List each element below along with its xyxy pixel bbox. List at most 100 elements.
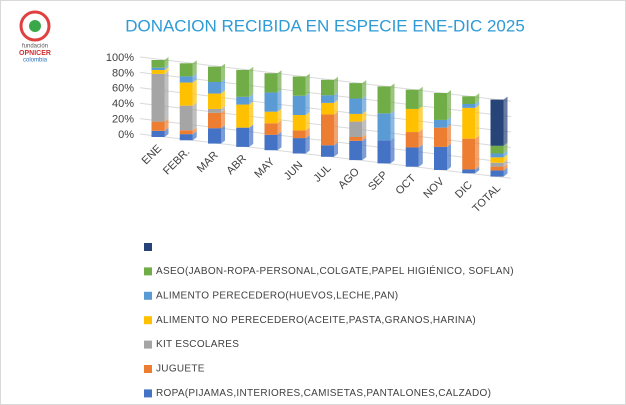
bar-segment-side (192, 102, 197, 131)
bar-segment (349, 121, 363, 137)
logo-text: fundación (22, 44, 48, 50)
bar-segment (179, 76, 193, 83)
bar-segment (208, 128, 221, 144)
bar-segment (490, 145, 504, 154)
bar-segment-side (221, 109, 225, 129)
bar-segment-side (305, 112, 310, 131)
bar-segment-side (418, 86, 423, 109)
legend-label: ROPA(PIJAMAS,INTERIORES,CAMISETAS,PANTAL… (156, 388, 491, 399)
bar-segment (179, 130, 193, 135)
bar-segment-side (475, 135, 480, 170)
bar-segment (179, 63, 193, 77)
bar-segment-side (305, 73, 310, 96)
y-tick-label: 0% (118, 129, 134, 141)
bar-segment (321, 114, 334, 146)
bar-segment (490, 170, 504, 177)
bar-segment-side (221, 105, 225, 113)
bar-segment (236, 104, 250, 128)
bar-segment (377, 86, 391, 114)
bar-segment-side (221, 125, 225, 144)
bar-segment-side (277, 131, 282, 151)
bar-segment-side (192, 127, 197, 135)
legend-label: ALIMENTO NO PERECEDERO(ACEITE,PASTA,GRAN… (156, 315, 476, 326)
bar-segment (490, 166, 504, 171)
bar-segment-side (362, 95, 367, 114)
legend-label: ASEO(JABON-ROPA-PERSONAL,COLGATE,PAPEL H… (156, 264, 514, 277)
bar-segment (236, 69, 250, 97)
bar-segment-side (305, 92, 310, 115)
bar-segment (462, 107, 476, 139)
bar-segment-side (249, 93, 254, 105)
y-tick-label: 60% (112, 83, 134, 95)
bar-segment (236, 96, 250, 105)
bar-segment (490, 162, 504, 167)
bar-segment-side (277, 108, 282, 124)
bar-segment-side (192, 79, 197, 106)
bar-segment (151, 70, 165, 74)
bar-segment (462, 104, 476, 108)
bar-segment-side (362, 137, 367, 161)
y-tick-label: 40% (112, 98, 134, 110)
bar-segment-side (447, 143, 451, 170)
bar-segment-side (390, 110, 395, 141)
bar-segment-side (305, 127, 310, 139)
bar-segment-side (362, 134, 367, 141)
bar-segment-side (503, 163, 508, 171)
bar-segment-side (475, 104, 480, 139)
bar-segment-side (503, 142, 508, 154)
legend-label: KIT ESCOLARES (156, 339, 239, 350)
bar-segment (151, 121, 165, 131)
bar-segment (490, 99, 504, 146)
bar-segment (151, 73, 165, 122)
y-tick-label: 80% (112, 67, 134, 79)
bar-segment (462, 138, 476, 170)
bar-segment-side (221, 79, 225, 94)
bar-segment (208, 112, 221, 129)
bar-segment (179, 105, 193, 131)
bar-segment (349, 113, 363, 122)
bar-segment (208, 93, 221, 109)
bar-segment-side (390, 137, 395, 164)
bar-segment (405, 108, 419, 133)
bar-segment-side (164, 70, 169, 122)
bar-segment (434, 146, 447, 170)
bar-segment-side (418, 105, 423, 133)
bar-segment-side (334, 111, 338, 146)
bar-segment (151, 67, 165, 71)
bar-segment (292, 130, 306, 139)
bar-segment (321, 102, 334, 115)
bar-segment (462, 169, 476, 174)
bar-segment-side (277, 89, 282, 112)
legend-swatch (144, 291, 152, 300)
legend-label: JUGUETE (156, 364, 205, 375)
bar-segment (208, 108, 221, 113)
bar-segment-side (249, 101, 254, 128)
bar-segment-side (164, 64, 169, 71)
legend-label: ALIMENTO PERECEDERO(HUEVOS,LECHE,PAN) (156, 290, 398, 301)
bar-segment (490, 157, 504, 163)
bar-segment-side (305, 135, 310, 154)
bar-segment (377, 140, 391, 164)
legend-swatch (144, 243, 152, 251)
bar-segment-side (334, 99, 338, 115)
bar-segment-side (362, 80, 367, 99)
bar-segment (349, 140, 363, 161)
bar-segment-side (192, 60, 197, 77)
bar-segment-side (503, 96, 508, 146)
bar-segment-side (475, 93, 480, 104)
legend-swatch (144, 340, 152, 349)
bar-segment (434, 119, 447, 128)
bar-segment-side (277, 70, 282, 93)
bar-segment (405, 89, 419, 109)
bar-segment (292, 115, 306, 131)
bar-segment (236, 127, 250, 147)
bar-segment (321, 145, 334, 157)
bar-segment-side (503, 154, 508, 163)
bar-segment-side (334, 142, 338, 157)
bar-segment-side (362, 118, 367, 137)
bar-segment (292, 95, 306, 115)
bar-segment-side (334, 92, 338, 103)
bar-segment (179, 82, 193, 106)
bar-segment (321, 79, 334, 96)
